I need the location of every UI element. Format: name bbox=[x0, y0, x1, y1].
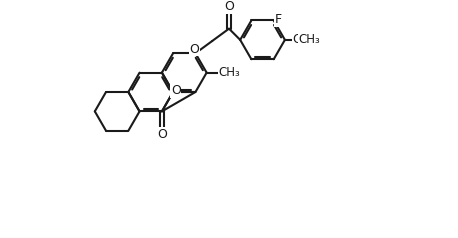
Text: CH₃: CH₃ bbox=[218, 66, 240, 79]
Text: F: F bbox=[275, 13, 282, 26]
Text: O: O bbox=[292, 33, 302, 46]
Text: O: O bbox=[171, 84, 181, 97]
Text: O: O bbox=[190, 43, 199, 56]
Text: O: O bbox=[224, 0, 234, 13]
Text: CH₃: CH₃ bbox=[299, 33, 321, 46]
Text: O: O bbox=[157, 128, 167, 141]
